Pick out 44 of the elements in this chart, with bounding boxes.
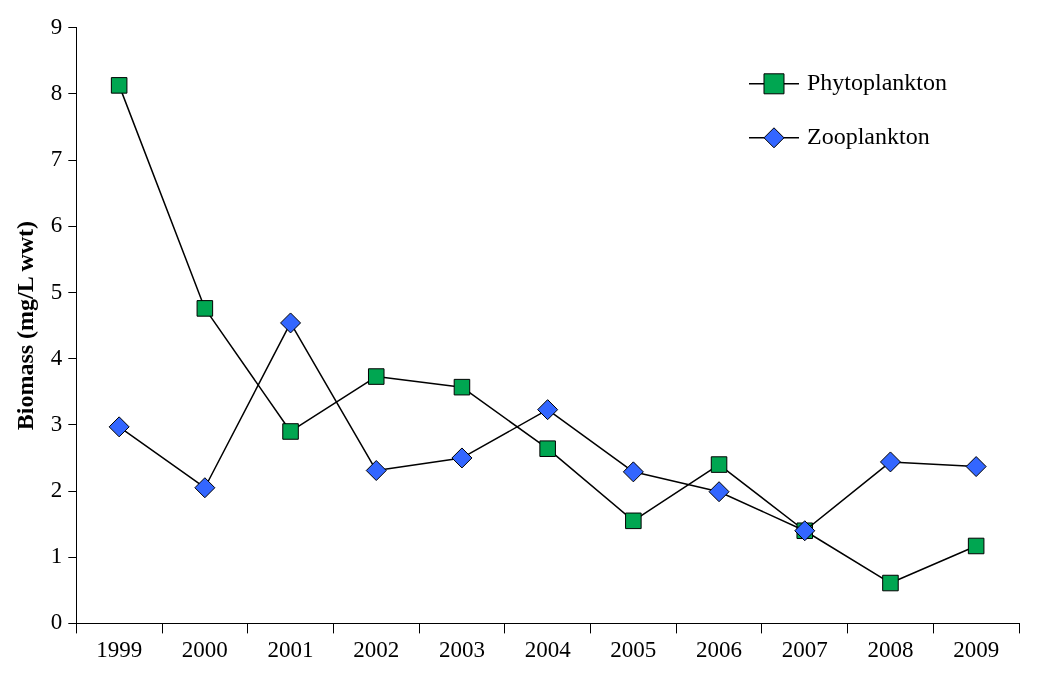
- point: [280, 312, 302, 334]
- x-tick-label: 1999: [96, 637, 143, 663]
- x-tick-label: 2000: [181, 637, 228, 663]
- x-tick-label: 2002: [353, 637, 400, 663]
- point: [365, 460, 387, 482]
- x-tick-label: 2003: [438, 637, 485, 663]
- point: [882, 574, 899, 592]
- point: [625, 512, 642, 530]
- y-tick-label: 6: [50, 212, 63, 238]
- legend-label: Phytoplankton: [807, 69, 948, 96]
- y-tick-label: 4: [50, 344, 63, 370]
- point: [967, 537, 985, 555]
- point: [453, 378, 471, 396]
- y-tick-label: 1: [50, 543, 63, 569]
- y-tick-label: 9: [50, 13, 63, 39]
- x-tick-label: 2005: [610, 637, 657, 663]
- point: [451, 447, 473, 469]
- x-tick-label: 2007: [781, 637, 828, 663]
- point: [622, 461, 644, 483]
- point: [194, 477, 216, 499]
- point: [367, 368, 385, 385]
- point: [708, 481, 730, 503]
- point: [108, 416, 130, 438]
- point: [537, 399, 559, 421]
- x-tick-label: 2006: [696, 637, 743, 663]
- point: [710, 456, 728, 473]
- y-axis-title: Biomass (mg/L wwt): [11, 220, 38, 431]
- point: [879, 451, 901, 473]
- point: [282, 423, 299, 440]
- point: [110, 77, 128, 94]
- x-tick-label: 2008: [867, 637, 914, 663]
- legend-label: Zooplankton: [807, 123, 930, 150]
- y-tick-label: 7: [50, 146, 63, 172]
- y-tick-label: 5: [50, 278, 63, 304]
- point: [196, 300, 214, 317]
- point: [965, 456, 987, 478]
- point: [539, 440, 556, 457]
- x-tick-label: 2009: [953, 637, 1000, 663]
- y-tick-label: 0: [50, 609, 63, 635]
- x-tick-label: 2004: [524, 637, 572, 663]
- x-tick-label: 2001: [267, 637, 314, 663]
- y-tick-label: 8: [50, 80, 63, 106]
- y-tick-label: 3: [50, 410, 63, 436]
- y-tick-label: 2: [50, 477, 63, 503]
